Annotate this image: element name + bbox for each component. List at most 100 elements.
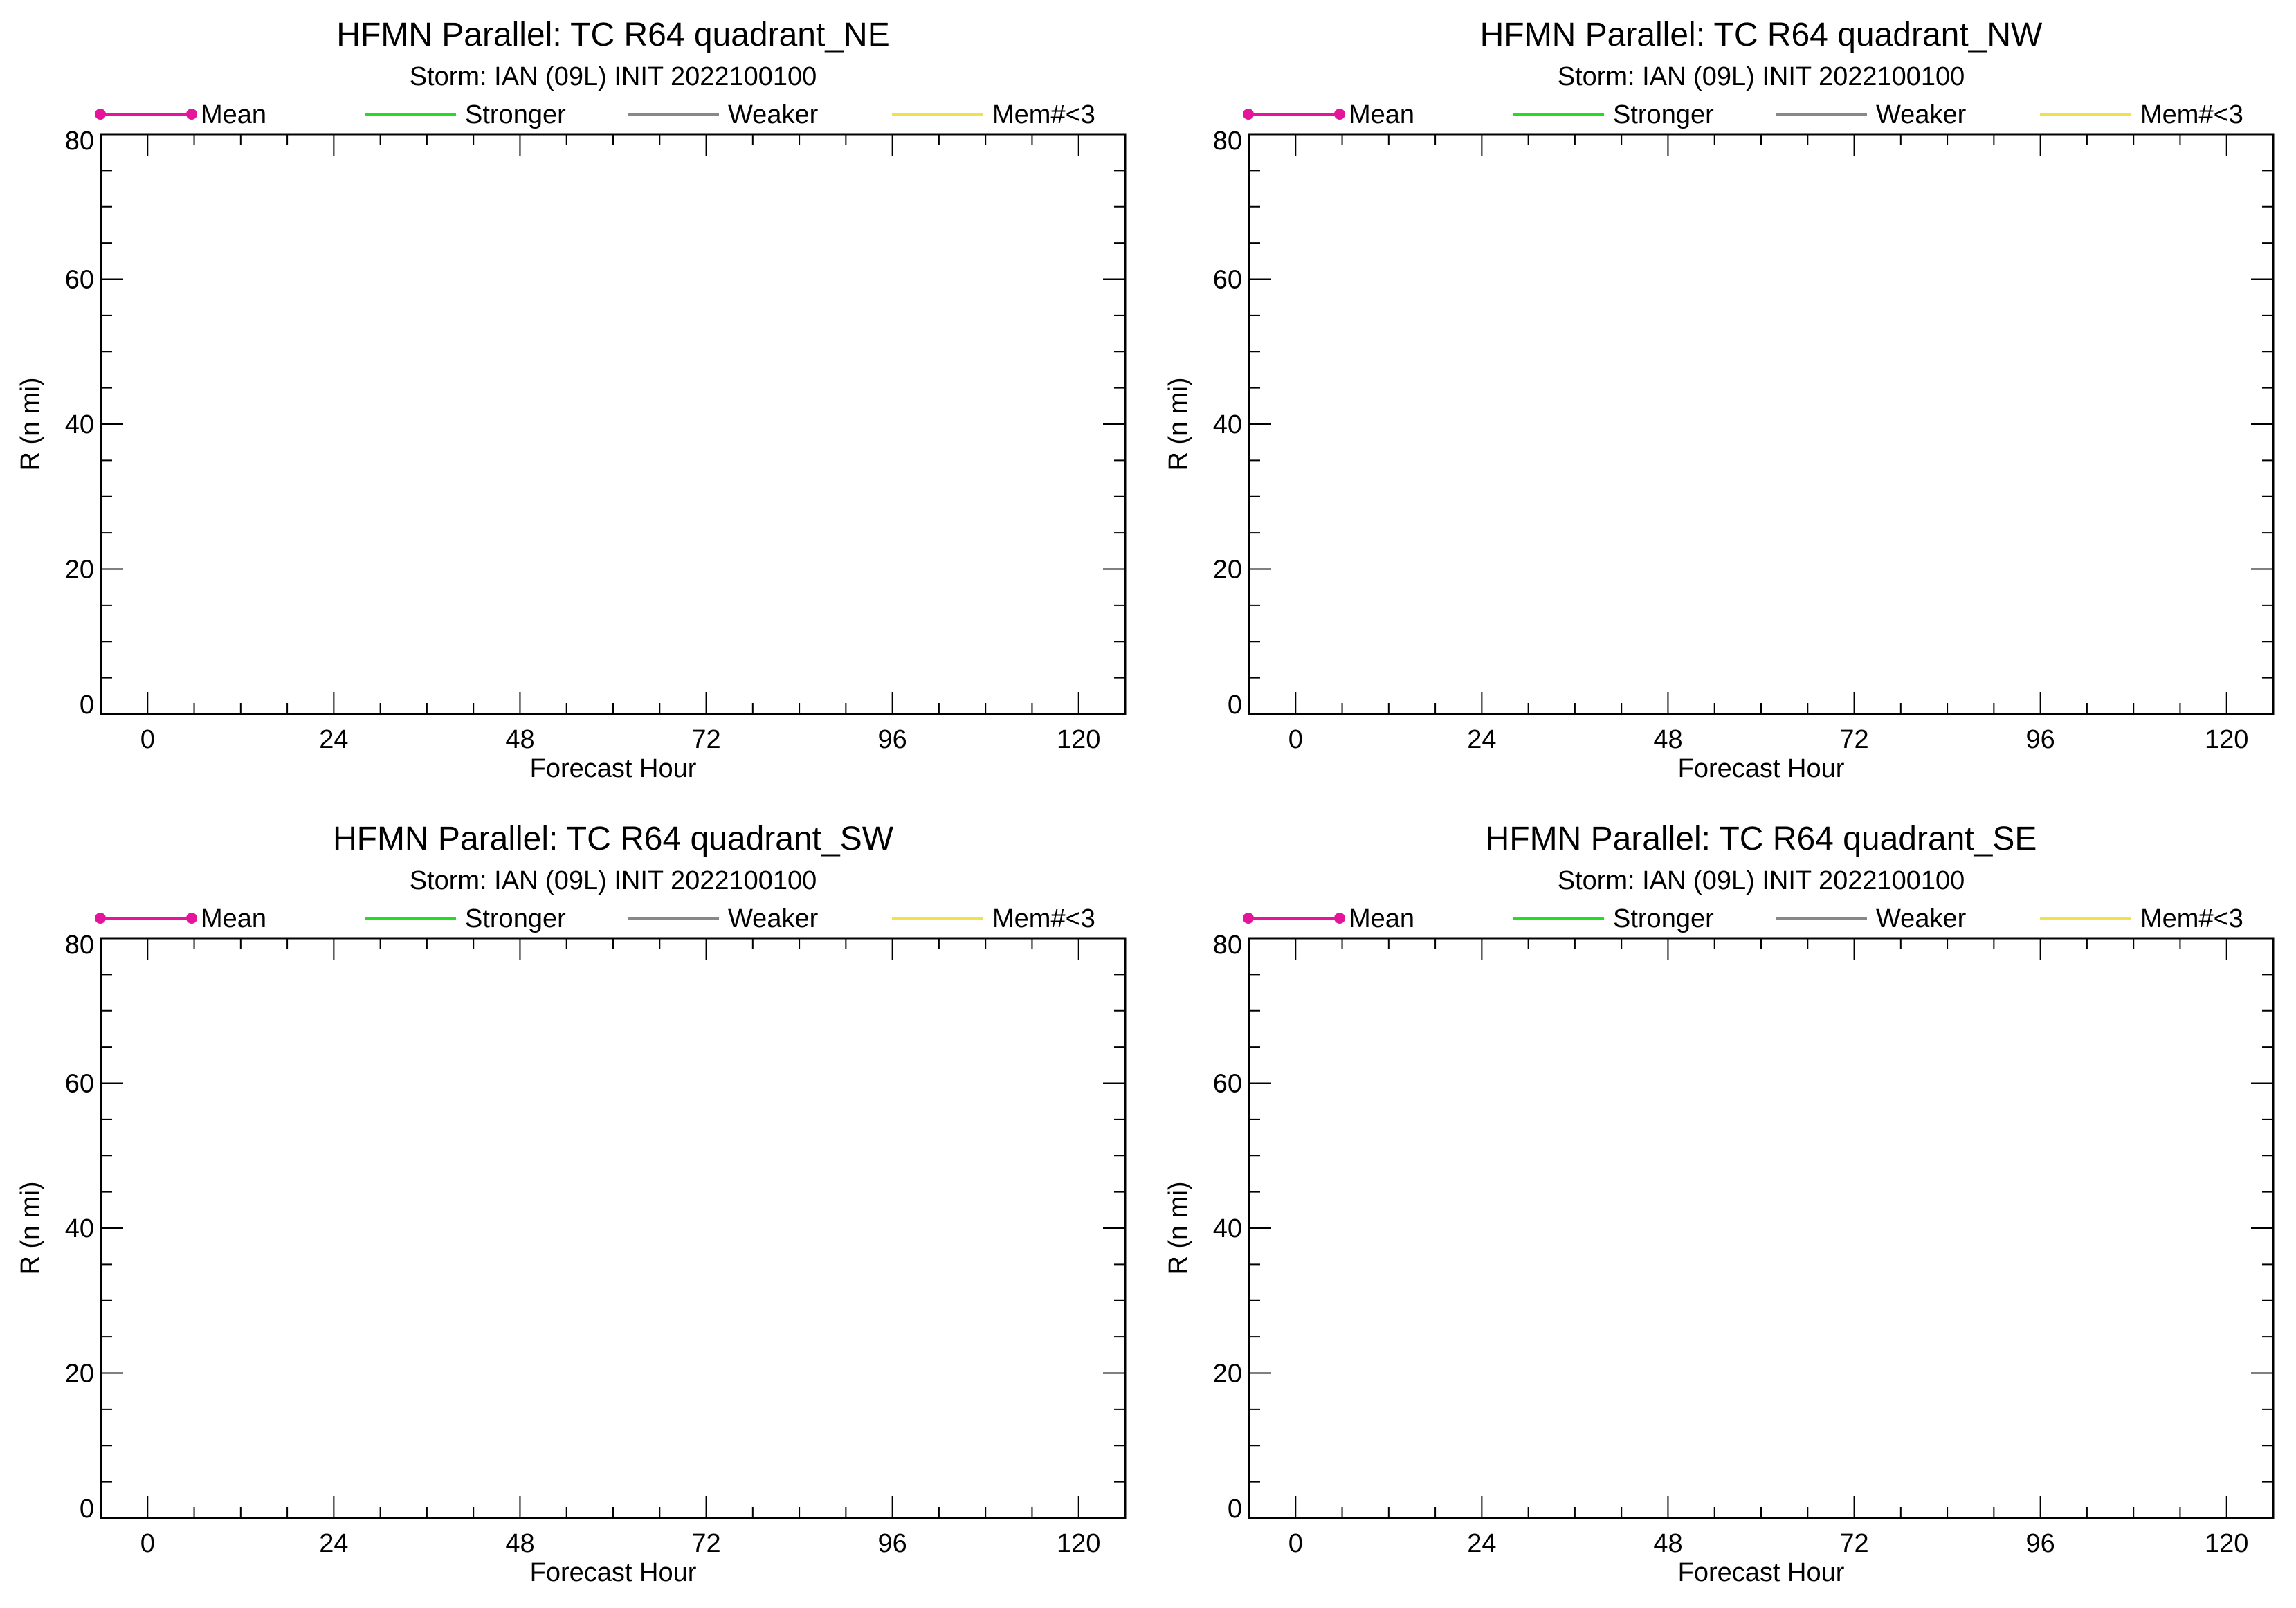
x-axis-label: Forecast Hour xyxy=(530,1558,697,1587)
legend-label: Weaker xyxy=(1876,904,1967,933)
legend-item-mean: Mean xyxy=(1243,904,1414,933)
legend-label: Mean xyxy=(201,100,266,129)
legend-label: Weaker xyxy=(1876,100,1967,129)
x-tick-label: 120 xyxy=(1057,725,1100,754)
legend-label: Mean xyxy=(1349,904,1414,933)
x-tick-label: 24 xyxy=(319,1529,348,1558)
legend-marker-start xyxy=(95,913,106,924)
chart-subtitle: Storm: IAN (09L) INIT 2022100100 xyxy=(1558,866,1965,895)
y-tick-label: 0 xyxy=(1228,691,1242,720)
chart-legend: Mean Stronger Weaker Mem#<3 xyxy=(1243,904,2243,933)
x-tick-label: 120 xyxy=(2205,1529,2248,1558)
y-tick-label: 40 xyxy=(1213,1214,1242,1243)
chart-title: HFMN Parallel: TC R64 quadrant_SW xyxy=(333,821,894,857)
y-tick-label: 40 xyxy=(65,410,94,439)
legend-item-weaker: Weaker xyxy=(628,100,819,129)
y-axis-label: R (n mi) xyxy=(16,1181,45,1274)
y-tick-label: 40 xyxy=(65,1214,94,1243)
x-tick-label: 48 xyxy=(1653,725,1682,754)
legend-item-stronger: Stronger xyxy=(1513,100,1714,129)
legend-label: Weaker xyxy=(728,100,819,129)
y-axis-label: R (n mi) xyxy=(16,377,45,470)
x-tick-label: 48 xyxy=(505,1529,534,1558)
legend-item-few-members: Mem#<3 xyxy=(2040,100,2243,129)
x-tick-label: 24 xyxy=(1467,1529,1496,1558)
chart-panel-2: HFMN Parallel: TC R64 quadrant_NW Storm: … xyxy=(1164,17,2275,783)
legend-label: Stronger xyxy=(465,100,566,129)
legend-label: Mem#<3 xyxy=(992,100,1095,129)
y-tick-label: 80 xyxy=(1213,931,1242,960)
legend-item-weaker: Weaker xyxy=(1776,100,1967,129)
x-tick-label: 120 xyxy=(1057,1529,1100,1558)
x-tick-label: 0 xyxy=(1288,1529,1303,1558)
chart-legend: Mean Stronger Weaker Mem#<3 xyxy=(95,904,1095,933)
legend-label: Stronger xyxy=(1613,904,1714,933)
legend-label: Mem#<3 xyxy=(992,904,1095,933)
y-tick-label: 0 xyxy=(80,691,94,720)
x-tick-label: 72 xyxy=(691,725,720,754)
x-tick-label: 120 xyxy=(2205,725,2248,754)
x-tick-label: 72 xyxy=(691,1529,720,1558)
legend-item-few-members: Mem#<3 xyxy=(2040,904,2243,933)
chart-title: HFMN Parallel: TC R64 quadrant_NE xyxy=(336,17,889,53)
x-tick-label: 96 xyxy=(877,1529,906,1558)
legend-item-weaker: Weaker xyxy=(628,904,819,933)
y-tick-label: 20 xyxy=(1213,556,1242,585)
y-tick-label: 0 xyxy=(80,1495,94,1524)
x-axis-label: Forecast Hour xyxy=(1678,1558,1845,1587)
x-tick-label: 96 xyxy=(2025,1529,2054,1558)
x-tick-label: 96 xyxy=(877,725,906,754)
x-axis-label: Forecast Hour xyxy=(1678,754,1845,783)
legend-marker-start xyxy=(95,109,106,120)
y-tick-label: 40 xyxy=(1213,410,1242,439)
chart-legend: Mean Stronger Weaker Mem#<3 xyxy=(1243,100,2243,129)
x-tick-label: 0 xyxy=(1288,725,1303,754)
x-tick-label: 0 xyxy=(140,1529,155,1558)
y-tick-label: 60 xyxy=(1213,266,1242,295)
legend-item-stronger: Stronger xyxy=(365,100,566,129)
x-tick-label: 24 xyxy=(319,725,348,754)
x-tick-label: 48 xyxy=(505,725,534,754)
legend-label: Mem#<3 xyxy=(2140,100,2243,129)
y-tick-label: 60 xyxy=(1213,1070,1242,1099)
legend-item-stronger: Stronger xyxy=(365,904,566,933)
legend-item-stronger: Stronger xyxy=(1513,904,1714,933)
x-axis-label: Forecast Hour xyxy=(530,754,697,783)
x-tick-label: 72 xyxy=(1839,1529,1868,1558)
y-tick-label: 20 xyxy=(65,556,94,585)
legend-marker-end xyxy=(1334,109,1345,120)
y-tick-label: 80 xyxy=(1213,127,1242,156)
legend-item-mean: Mean xyxy=(95,100,266,129)
legend-item-few-members: Mem#<3 xyxy=(892,100,1095,129)
legend-item-mean: Mean xyxy=(95,904,266,933)
legend-label: Mem#<3 xyxy=(2140,904,2243,933)
legend-label: Weaker xyxy=(728,904,819,933)
x-tick-label: 72 xyxy=(1839,725,1868,754)
legend-label: Mean xyxy=(201,904,266,933)
chart-legend: Mean Stronger Weaker Mem#<3 xyxy=(95,100,1095,129)
chart-title: HFMN Parallel: TC R64 quadrant_NW xyxy=(1480,17,2043,53)
chart-subtitle: Storm: IAN (09L) INIT 2022100100 xyxy=(410,62,817,91)
y-tick-label: 0 xyxy=(1228,1495,1242,1524)
legend-label: Mean xyxy=(1349,100,1414,129)
y-tick-label: 80 xyxy=(65,931,94,960)
x-tick-label: 24 xyxy=(1467,725,1496,754)
y-tick-label: 20 xyxy=(65,1360,94,1389)
legend-marker-end xyxy=(186,913,197,924)
y-axis-label: R (n mi) xyxy=(1164,1181,1193,1274)
x-tick-label: 48 xyxy=(1653,1529,1682,1558)
legend-marker-end xyxy=(1334,913,1345,924)
legend-item-weaker: Weaker xyxy=(1776,904,1967,933)
legend-marker-end xyxy=(186,109,197,120)
chart-panel-1: HFMN Parallel: TC R64 quadrant_NE Storm: … xyxy=(16,17,1127,783)
y-tick-label: 60 xyxy=(65,266,94,295)
legend-label: Stronger xyxy=(465,904,566,933)
y-tick-label: 20 xyxy=(1213,1360,1242,1389)
y-tick-label: 80 xyxy=(65,127,94,156)
legend-item-few-members: Mem#<3 xyxy=(892,904,1095,933)
chart-panel-4: HFMN Parallel: TC R64 quadrant_SE Storm: … xyxy=(1164,821,2275,1587)
legend-marker-start xyxy=(1243,913,1254,924)
